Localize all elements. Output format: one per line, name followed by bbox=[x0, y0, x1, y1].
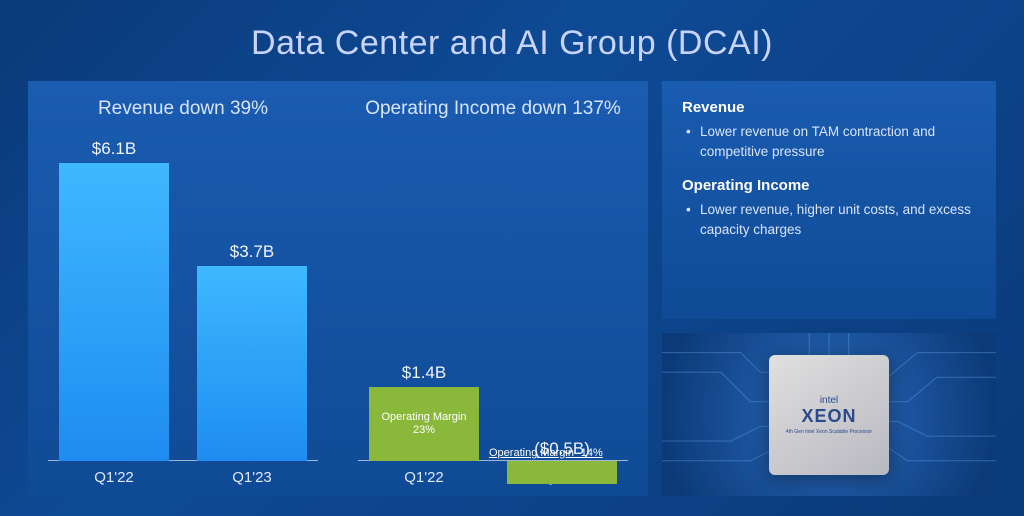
revenue-bar-q122-rect bbox=[59, 163, 169, 461]
note-opincome-head: Operating Income bbox=[682, 177, 976, 194]
opincome-chart-title: Operating Income down 137% bbox=[348, 91, 638, 139]
charts-panel: Revenue down 39% $6.1B $3.7B Q1'22 Q1'23 bbox=[28, 81, 648, 496]
revenue-bar-q123-label: $3.7B bbox=[230, 242, 274, 262]
opincome-plot: $1.4B Operating Margin 23% ($0.5B) Opera… bbox=[348, 139, 638, 461]
right-column: Revenue Lower revenue on TAM contraction… bbox=[662, 81, 996, 496]
revenue-bar-q122: $6.1B bbox=[59, 139, 169, 461]
revenue-tick-q122: Q1'22 bbox=[59, 469, 169, 486]
revenue-bar-q123-rect bbox=[197, 266, 307, 461]
revenue-chart-title: Revenue down 39% bbox=[38, 91, 328, 139]
note-opincome-item: Lower revenue, higher unit costs, and ex… bbox=[682, 200, 976, 239]
revenue-axis: Q1'22 Q1'23 bbox=[38, 461, 328, 496]
photo-panel: intel XEON 4th Gen Intel Xeon Scalable P… bbox=[662, 333, 996, 496]
opincome-bar-q122: $1.4B Operating Margin 23% bbox=[369, 139, 479, 461]
xeon-chip: intel XEON 4th Gen Intel Xeon Scalable P… bbox=[769, 355, 889, 475]
opincome-bar-q123-rect bbox=[507, 461, 617, 484]
slide-title: Data Center and AI Group (DCAI) bbox=[0, 0, 1024, 81]
chip-name: XEON bbox=[801, 406, 856, 427]
chip-brand: intel bbox=[820, 395, 838, 406]
revenue-bar-q122-label: $6.1B bbox=[92, 139, 136, 159]
opincome-bar-q123: ($0.5B) Operating Margin -14% bbox=[507, 139, 617, 461]
notes-panel: Revenue Lower revenue on TAM contraction… bbox=[662, 81, 996, 319]
revenue-chart: Revenue down 39% $6.1B $3.7B Q1'22 Q1'23 bbox=[28, 81, 338, 496]
revenue-tick-q123: Q1'23 bbox=[197, 469, 307, 486]
opincome-bar-q122-inner: Operating Margin 23% bbox=[369, 411, 479, 437]
opincome-bar-q123-caption: Operating Margin -14% bbox=[489, 447, 603, 459]
slide-root: Data Center and AI Group (DCAI) Revenue … bbox=[0, 0, 1024, 516]
revenue-bar-q123: $3.7B bbox=[197, 139, 307, 461]
note-revenue-item: Lower revenue on TAM contraction and com… bbox=[682, 122, 976, 161]
note-revenue-head: Revenue bbox=[682, 99, 976, 116]
opincome-bar-q122-label: $1.4B bbox=[402, 363, 446, 383]
chip-subtitle: 4th Gen Intel Xeon Scalable Processor bbox=[786, 429, 872, 435]
content-row: Revenue down 39% $6.1B $3.7B Q1'22 Q1'23 bbox=[0, 81, 1024, 516]
opincome-chart: Operating Income down 137% $1.4B Operati… bbox=[338, 81, 648, 496]
revenue-plot: $6.1B $3.7B bbox=[38, 139, 328, 461]
opincome-bar-q122-rect: Operating Margin 23% bbox=[369, 387, 479, 461]
opincome-tick-q122: Q1'22 bbox=[369, 469, 479, 486]
